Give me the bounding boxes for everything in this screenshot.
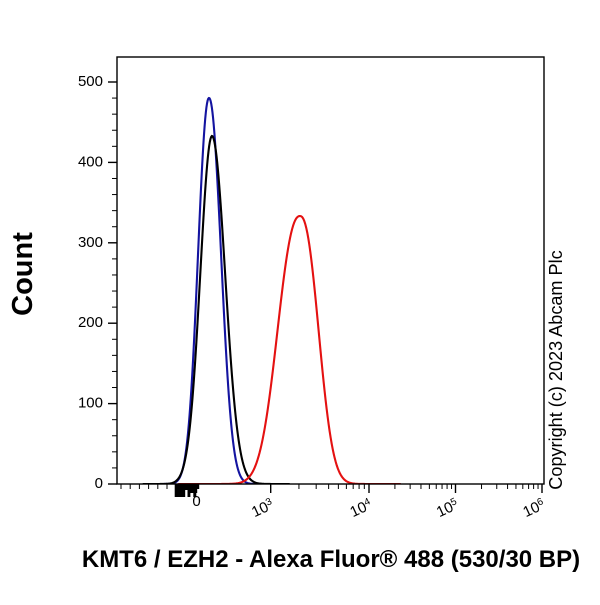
svg-text:100: 100 — [78, 395, 103, 412]
svg-text:0: 0 — [192, 493, 200, 510]
svg-text:Copyright (c) 2023 Abcam Plc: Copyright (c) 2023 Abcam Plc — [546, 250, 566, 489]
svg-text:200: 200 — [78, 314, 103, 331]
svg-text:0: 0 — [95, 475, 103, 492]
svg-text:106: 106 — [520, 496, 548, 521]
svg-text:500: 500 — [78, 73, 103, 90]
svg-text:300: 300 — [78, 234, 103, 251]
svg-text:400: 400 — [78, 153, 103, 170]
svg-text:Count: Count — [7, 232, 39, 316]
svg-text:KMT6 / EZH2 - Alexa Fluor® 488: KMT6 / EZH2 - Alexa Fluor® 488 (530/30 B… — [82, 546, 580, 573]
svg-text:103: 103 — [249, 496, 277, 521]
svg-text:105: 105 — [434, 496, 462, 521]
svg-text:104: 104 — [347, 496, 375, 521]
